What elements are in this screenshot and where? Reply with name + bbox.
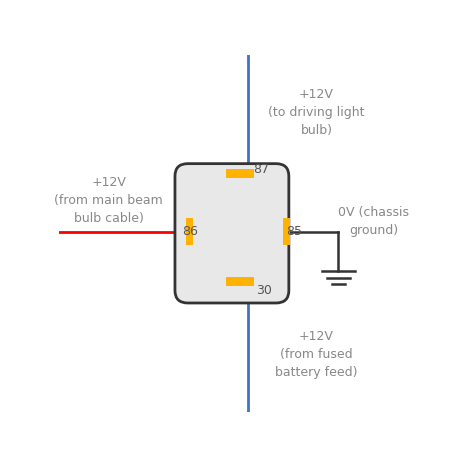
Text: 0V (chassis
ground): 0V (chassis ground)	[338, 206, 409, 237]
FancyBboxPatch shape	[175, 164, 289, 303]
Text: 87: 87	[253, 163, 269, 175]
Bar	[186, 219, 193, 245]
Text: 85: 85	[286, 225, 302, 238]
Text: +12V
(from fused
battery feed): +12V (from fused battery feed)	[275, 329, 358, 378]
Text: 86: 86	[182, 225, 198, 238]
Text: 30: 30	[256, 284, 273, 297]
Bar	[227, 169, 254, 179]
Bar	[283, 219, 290, 245]
Bar	[227, 277, 254, 287]
Text: +12V
(to driving light
bulb): +12V (to driving light bulb)	[268, 88, 365, 137]
Text: +12V
(from main beam
bulb cable): +12V (from main beam bulb cable)	[55, 175, 163, 225]
